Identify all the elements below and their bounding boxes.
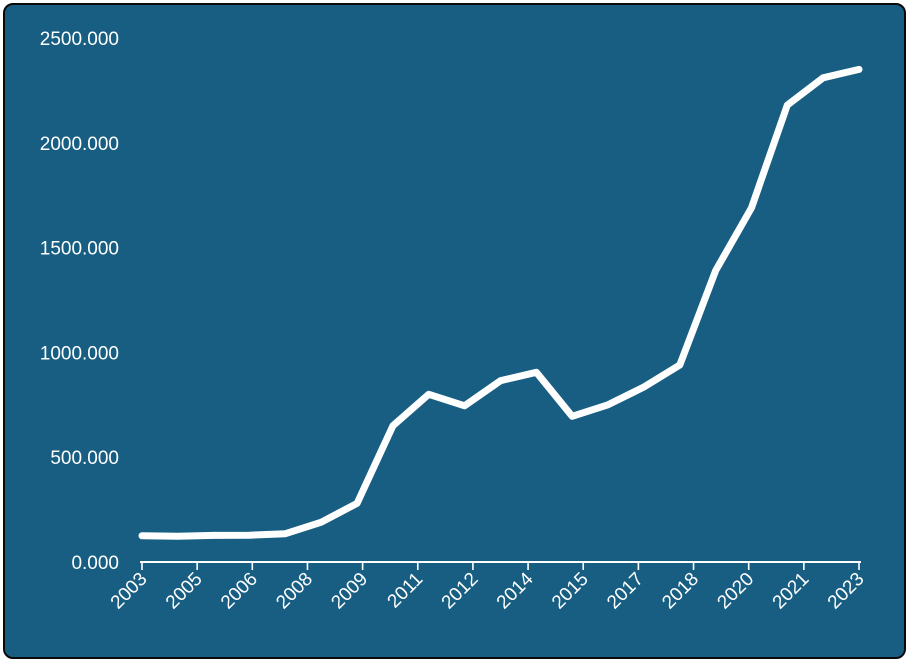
- x-tick-label: 2012: [438, 569, 483, 614]
- x-tick-label: 2011: [384, 569, 428, 613]
- x-tick-label: 2017: [603, 569, 648, 614]
- series-line: [138, 65, 863, 540]
- x-tick-label: 2003: [107, 569, 152, 614]
- y-tick-label: 1000.000: [40, 343, 119, 364]
- x-tick-label: 2014: [493, 568, 538, 613]
- x-tick-label: 2006: [217, 569, 262, 614]
- x-tick-label: 2021: [769, 569, 814, 614]
- x-axis: 2003 2005 2006 2008 2009 2011 2012 2014 2015 2017…: [107, 561, 869, 614]
- x-tick-label: 2015: [548, 569, 593, 614]
- line-chart: 2003 2005 2006 2008 2009 2011 2012 2014 2015 2017…: [40, 29, 869, 614]
- x-tick-label: 2023: [824, 569, 869, 614]
- y-tick-label: 1500.000: [40, 239, 119, 260]
- y-axis: 0.000 500.000 1000.000 1500.000 2000.000 2500…: [40, 29, 119, 574]
- y-tick-label: 2000.000: [40, 134, 119, 155]
- x-tick-label: 2008: [272, 569, 317, 614]
- x-tick-label: 2020: [713, 569, 758, 614]
- y-tick-label: 0.000: [71, 553, 119, 574]
- drop-lines: [141, 69, 860, 562]
- x-tick-label: 2005: [162, 569, 207, 614]
- x-tick-label: 2009: [327, 569, 372, 614]
- chart-frame: 2003 2005 2006 2008 2009 2011 2012 2014 2015 2017…: [3, 3, 906, 659]
- y-tick-label: 2500.000: [40, 29, 119, 50]
- x-tick-label: 2018: [658, 569, 703, 614]
- y-tick-label: 500.000: [50, 448, 119, 469]
